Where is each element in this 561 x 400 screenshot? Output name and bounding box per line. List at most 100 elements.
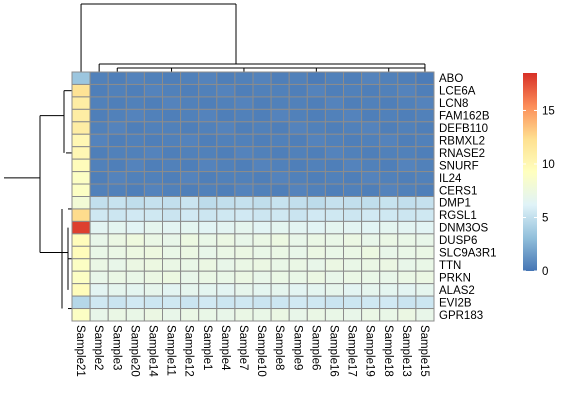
heatmap-cell	[398, 209, 416, 221]
heatmap-cell	[108, 234, 126, 246]
heatmap-cell	[181, 147, 199, 159]
heatmap-cell	[380, 309, 398, 321]
heatmap-cell	[199, 134, 217, 146]
heatmap-cell	[108, 109, 126, 121]
heatmap-cell	[398, 84, 416, 96]
heatmap-cell	[235, 221, 253, 233]
heatmap-cell	[144, 122, 162, 134]
heatmap-cell	[307, 296, 325, 308]
heatmap-cell	[90, 122, 108, 134]
heatmap-cell	[235, 284, 253, 296]
heatmap-cell	[163, 109, 181, 121]
heatmap-cell	[126, 221, 144, 233]
heatmap-cell	[72, 109, 90, 121]
heatmap-cell	[416, 284, 434, 296]
column-label: Sample9	[291, 325, 303, 370]
heatmap-cell	[199, 109, 217, 121]
heatmap-cell	[380, 159, 398, 171]
row-label: RBMXL2	[439, 135, 485, 147]
heatmap-cell	[199, 309, 217, 321]
heatmap-cell	[217, 309, 235, 321]
heatmap-cell	[108, 259, 126, 271]
heatmap-cell	[307, 184, 325, 196]
heatmap-cell	[199, 84, 217, 96]
heatmap-cell	[325, 122, 343, 134]
heatmap-cell	[126, 109, 144, 121]
heatmap-cell	[90, 159, 108, 171]
heatmap-cell	[416, 159, 434, 171]
heatmap-cell	[289, 197, 307, 209]
heatmap-cell	[144, 209, 162, 221]
heatmap-cell	[398, 147, 416, 159]
heatmap-cell	[72, 271, 90, 283]
heatmap-cell	[217, 197, 235, 209]
heatmap-cell	[108, 84, 126, 96]
heatmap-cell	[144, 109, 162, 121]
heatmap-cell	[380, 296, 398, 308]
heatmap-cell	[72, 259, 90, 271]
heatmap-cell	[217, 134, 235, 146]
row-label: LCE6A	[439, 86, 476, 98]
heatmap-cell	[398, 271, 416, 283]
heatmap-cell	[289, 72, 307, 84]
heatmap-cell	[325, 97, 343, 109]
heatmap-cell	[235, 147, 253, 159]
heatmap-cell	[90, 209, 108, 221]
heatmap-cell	[199, 221, 217, 233]
heatmap-cell	[271, 259, 289, 271]
heatmap-cell	[126, 122, 144, 134]
column-label: Sample12	[183, 325, 195, 377]
heatmap-cell	[235, 72, 253, 84]
heatmap-cell	[90, 197, 108, 209]
heatmap-cell	[126, 72, 144, 84]
heatmap-cell	[398, 234, 416, 246]
heatmap-cell	[126, 234, 144, 246]
heatmap-cell	[126, 271, 144, 283]
heatmap-cell	[289, 159, 307, 171]
heatmap-cell	[126, 197, 144, 209]
heatmap-cell	[163, 284, 181, 296]
heatmap-cell	[163, 97, 181, 109]
heatmap-cell	[307, 221, 325, 233]
heatmap-cell	[144, 246, 162, 258]
heatmap-cell	[144, 172, 162, 184]
heatmap-cell	[344, 84, 362, 96]
heatmap-cell	[235, 134, 253, 146]
heatmap-cell	[253, 296, 271, 308]
row-label: DUSP6	[439, 235, 477, 247]
heatmap-cell	[144, 134, 162, 146]
heatmap-cell	[181, 309, 199, 321]
heatmap-cell	[126, 84, 144, 96]
column-label: Sample7	[237, 325, 249, 370]
heatmap-cell	[108, 284, 126, 296]
heatmap-cell	[253, 97, 271, 109]
heatmap-cell	[398, 197, 416, 209]
heatmap-cell	[325, 159, 343, 171]
heatmap-cell	[235, 234, 253, 246]
row-label: GPR183	[439, 310, 483, 322]
heatmap-cell	[199, 159, 217, 171]
heatmap-cell	[235, 184, 253, 196]
heatmap-cell	[398, 97, 416, 109]
heatmap-cell	[289, 172, 307, 184]
row-label: SNURF	[439, 160, 479, 172]
heatmap-cell	[181, 234, 199, 246]
row-label: TTN	[439, 260, 461, 272]
heatmap-cell	[72, 246, 90, 258]
heatmap-cell	[217, 97, 235, 109]
column-label: Sample21	[74, 325, 86, 377]
heatmap-cell	[108, 72, 126, 84]
heatmap-cell	[108, 97, 126, 109]
heatmap-cell	[362, 184, 380, 196]
heatmap-cell	[253, 159, 271, 171]
heatmap-cell	[217, 259, 235, 271]
heatmap-cell	[289, 147, 307, 159]
heatmap-cell	[344, 97, 362, 109]
heatmap-cell	[271, 159, 289, 171]
heatmap-cell	[217, 209, 235, 221]
heatmap-cell	[253, 221, 271, 233]
heatmap-cell	[344, 109, 362, 121]
heatmap-cell	[253, 209, 271, 221]
heatmap-cell	[217, 271, 235, 283]
heatmap-cell	[398, 296, 416, 308]
